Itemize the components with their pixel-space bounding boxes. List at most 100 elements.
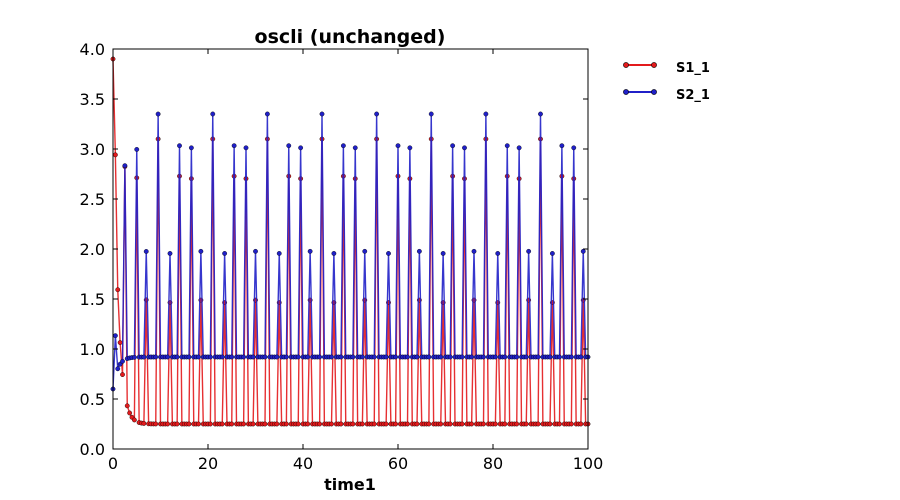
data-point — [580, 248, 586, 254]
y-tick-label: 4.0 — [80, 40, 105, 59]
tick-layer: 0 20 40 60 80 100 0.0 0.5 1.0 1.5 2.0 2.5 3.0 3.5 4.0 — [80, 40, 604, 473]
data-point — [188, 145, 194, 151]
x-tick-label: 0 — [108, 454, 118, 473]
data-point — [112, 152, 118, 158]
data-point — [447, 354, 453, 360]
data-point — [207, 421, 213, 427]
data-point — [440, 251, 446, 256]
x-tick-label: 100 — [573, 454, 604, 473]
data-point — [495, 251, 501, 256]
data-point — [250, 421, 256, 427]
data-point — [174, 421, 180, 427]
data-point — [198, 248, 204, 254]
data-point — [115, 287, 121, 293]
data-point — [504, 143, 510, 149]
legend-marker-s1 — [651, 62, 657, 68]
data-point — [222, 251, 228, 256]
data-point — [362, 248, 368, 254]
data-point — [371, 354, 377, 360]
data-point — [177, 143, 182, 149]
legend-marker-s2 — [651, 89, 657, 95]
data-point — [219, 421, 225, 427]
data-point — [340, 143, 346, 149]
legend-marker-s2 — [623, 89, 629, 95]
data-point — [186, 354, 192, 360]
data-point — [165, 421, 171, 427]
data-point — [329, 354, 334, 360]
data-point — [141, 421, 147, 426]
data-point — [405, 354, 410, 360]
data-point — [549, 251, 555, 256]
data-point — [459, 354, 465, 360]
data-point — [219, 354, 225, 360]
data-point — [153, 421, 159, 427]
data-point — [210, 111, 216, 117]
data-point — [571, 145, 577, 151]
data-point — [153, 354, 159, 360]
data-point — [283, 354, 289, 360]
data-point — [241, 421, 247, 427]
data-point — [143, 249, 149, 254]
x-axis-label: time1 — [324, 475, 376, 494]
data-point — [514, 421, 520, 427]
data-point — [471, 248, 477, 254]
legend-label-s2: S2_1 — [676, 88, 710, 103]
data-point — [274, 421, 280, 427]
data-point — [426, 421, 432, 427]
data-point — [305, 421, 311, 427]
data-point — [207, 354, 213, 360]
data-point — [359, 421, 365, 427]
y-tick-label: 3.0 — [80, 140, 105, 159]
data-point — [514, 354, 520, 360]
y-tick-label: 0.5 — [80, 390, 105, 409]
x-tick-label: 20 — [198, 454, 218, 473]
data-point — [538, 111, 543, 117]
data-point — [483, 111, 489, 117]
data-point — [253, 248, 258, 254]
data-point — [298, 145, 304, 151]
data-point — [165, 354, 171, 360]
data-point — [286, 143, 292, 149]
data-point — [120, 358, 125, 364]
data-point — [186, 421, 192, 427]
y-tick-label: 2.5 — [80, 190, 105, 209]
data-point — [469, 354, 475, 360]
data-point — [117, 340, 123, 345]
data-point — [264, 111, 270, 117]
series-layer — [110, 56, 591, 427]
data-point — [331, 251, 337, 256]
data-point — [568, 354, 574, 360]
data-point — [526, 248, 532, 254]
data-point — [481, 421, 486, 427]
data-point — [317, 421, 323, 427]
data-point — [122, 163, 128, 169]
data-point — [276, 251, 282, 256]
data-point — [426, 354, 432, 360]
y-tick-label: 3.5 — [80, 90, 105, 109]
data-point — [359, 354, 365, 360]
data-point — [516, 145, 522, 151]
data-point — [250, 354, 256, 360]
data-point — [229, 421, 235, 427]
data-point — [416, 248, 422, 254]
data-point — [131, 417, 137, 423]
data-point — [229, 354, 235, 360]
data-point — [371, 421, 377, 427]
data-point — [450, 143, 456, 149]
data-point — [547, 354, 553, 360]
data-point — [481, 354, 486, 360]
data-point — [305, 354, 311, 360]
data-point — [329, 421, 334, 427]
data-point — [274, 354, 280, 360]
data-point — [559, 143, 565, 149]
data-point — [414, 354, 420, 360]
data-point — [131, 354, 137, 360]
data-point — [414, 421, 420, 427]
data-point — [557, 354, 562, 360]
data-point — [438, 421, 444, 427]
data-point — [262, 354, 268, 360]
chart-title: oscli (unchanged) — [255, 26, 446, 48]
y-tick-label: 0.0 — [80, 440, 105, 459]
data-point — [523, 421, 529, 427]
data-point — [428, 111, 434, 117]
